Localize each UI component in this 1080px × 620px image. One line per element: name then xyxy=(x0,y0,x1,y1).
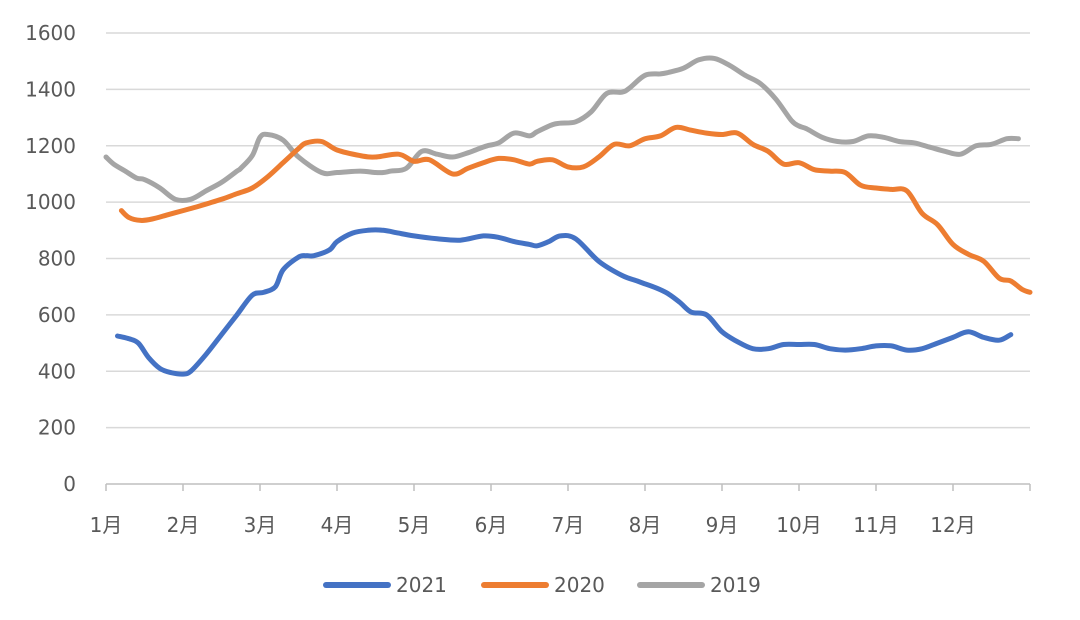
y-tick-label: 1400 xyxy=(25,77,76,101)
y-axis: 0 200 400 600 800 1000 1200 1400 1600 xyxy=(25,21,76,496)
x-tick-label: 7月 xyxy=(552,513,585,537)
x-tick-label: 4月 xyxy=(321,513,354,537)
x-tick-label: 8月 xyxy=(629,513,662,537)
x-axis: 1月 2月 3月 4月 5月 6月 7月 8月 9月 10月 11月 12月 xyxy=(90,483,1031,537)
x-tick-label: 12月 xyxy=(930,513,975,537)
y-tick-label: 800 xyxy=(38,247,76,271)
y-tick-label: 600 xyxy=(38,303,76,327)
legend-label-2020: 2020 xyxy=(554,573,605,597)
legend-label-2019: 2019 xyxy=(710,573,761,597)
x-tick-label: 11月 xyxy=(853,513,898,537)
legend: 2021 2020 2019 xyxy=(323,573,761,597)
gridlines xyxy=(106,32,1030,429)
y-tick-label: 1000 xyxy=(25,190,76,214)
y-tick-label: 0 xyxy=(63,472,76,496)
series-line-2021 xyxy=(115,227,1014,377)
x-tick-label: 5月 xyxy=(398,513,431,537)
x-tick-label: 2月 xyxy=(167,513,200,537)
series-lines xyxy=(103,55,1033,377)
y-tick-label: 1200 xyxy=(25,134,76,158)
x-tick-label: 1月 xyxy=(90,513,123,537)
x-tick-label: 3月 xyxy=(244,513,277,537)
x-tick-label: 9月 xyxy=(706,513,739,537)
y-tick-label: 400 xyxy=(38,359,76,383)
legend-label-2021: 2021 xyxy=(396,573,447,597)
x-tick-label: 6月 xyxy=(475,513,508,537)
series-line-2019 xyxy=(103,55,1021,204)
y-tick-label: 1600 xyxy=(25,21,76,45)
y-tick-label: 200 xyxy=(38,416,76,440)
series-line-2020 xyxy=(118,124,1033,295)
x-tick-label: 10月 xyxy=(776,513,821,537)
